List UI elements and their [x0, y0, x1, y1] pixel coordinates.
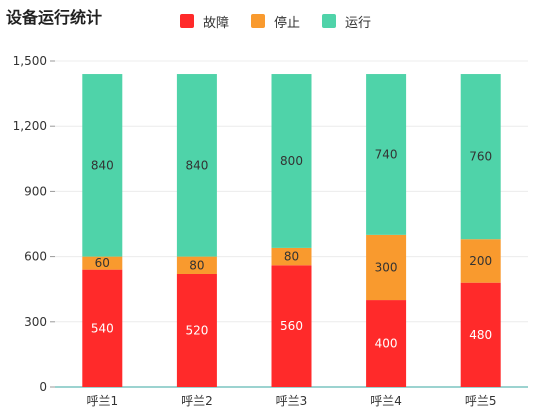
bar-value-label: 480	[469, 328, 492, 342]
legend-swatch-stop	[251, 14, 266, 28]
bar-segment	[271, 265, 312, 387]
y-tick-label: 300	[24, 315, 47, 329]
bar-value-label: 840	[91, 158, 114, 172]
bar-segment	[176, 74, 217, 257]
bar-value-label: 80	[284, 250, 299, 264]
x-tick-label: 呼兰5	[465, 394, 497, 408]
legend: 故障 停止 运行	[180, 11, 393, 31]
legend-item-fault[interactable]: 故障	[180, 12, 229, 31]
bar-segment	[366, 234, 407, 301]
bar-value-label: 840	[185, 158, 208, 172]
x-tick-label: 呼兰4	[370, 394, 402, 408]
y-tick-label: 1,200	[13, 119, 47, 133]
legend-item-running[interactable]: 运行	[322, 12, 371, 31]
legend-label-fault: 故障	[203, 15, 230, 31]
legend-label-running: 运行	[345, 15, 372, 31]
x-tick-label: 呼兰3	[276, 394, 308, 408]
bar-value-label: 800	[280, 154, 303, 168]
y-tick-label: 1,500	[13, 54, 47, 68]
y-tick-label: 900	[24, 184, 47, 198]
bar-value-label: 60	[95, 256, 110, 270]
bar-segment	[460, 74, 501, 240]
legend-swatch-fault	[180, 14, 194, 28]
y-tick-label: 600	[24, 250, 47, 264]
bar-value-label: 760	[469, 150, 492, 164]
bar-value-label: 560	[280, 319, 303, 333]
y-tick-label: 0	[39, 380, 47, 394]
bar-segment	[82, 256, 123, 270]
x-tick-label: 呼兰1	[86, 394, 118, 408]
legend-swatch-running	[322, 14, 337, 28]
legend-label-stop: 停止	[274, 15, 301, 31]
bar-value-label: 80	[189, 258, 204, 272]
bar-segment	[460, 239, 501, 283]
bar-segment	[271, 74, 312, 248]
bar-segment	[82, 269, 123, 387]
bar-value-label: 400	[375, 337, 398, 351]
bar-segment	[176, 256, 217, 274]
legend-item-stop[interactable]: 停止	[251, 12, 300, 31]
bar-segment	[176, 273, 217, 387]
bar-value-label: 300	[375, 260, 398, 274]
bar-value-label: 520	[185, 323, 208, 337]
x-tick-label: 呼兰2	[181, 394, 213, 408]
bar-value-label: 540	[91, 321, 114, 335]
bar-value-label: 740	[375, 147, 398, 161]
bar-segment	[366, 74, 407, 235]
chart-title: 设备运行统计	[6, 8, 103, 27]
bar-segment	[82, 74, 123, 257]
bar-segment	[460, 282, 501, 387]
bar-segment	[271, 247, 312, 266]
bar-value-label: 200	[469, 254, 492, 268]
bar-segment	[366, 300, 407, 387]
